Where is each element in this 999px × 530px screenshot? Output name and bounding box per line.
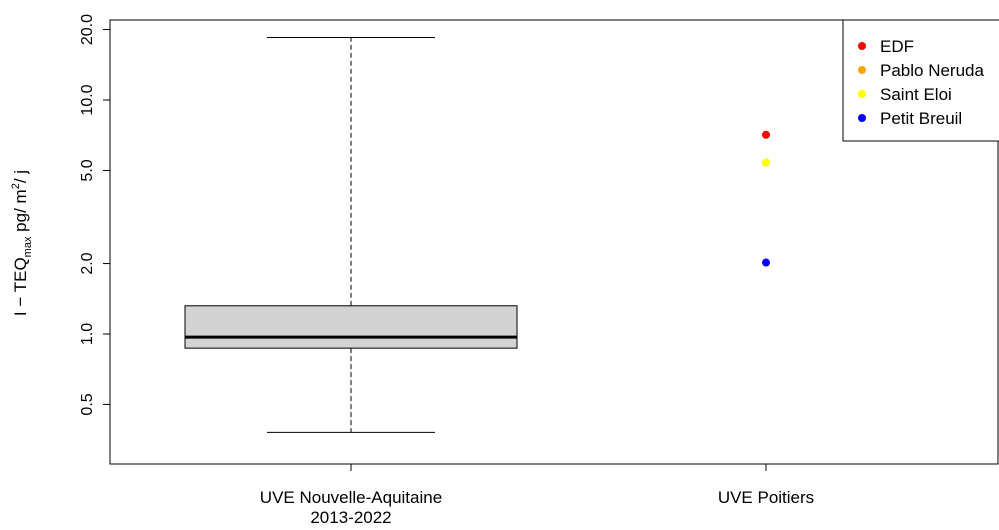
legend: EDF Pablo Neruda Saint Eloi Petit Breuil [842, 19, 999, 142]
y-tick-label: 0.5 [79, 393, 96, 415]
legend-marker [858, 42, 866, 50]
point-edf [762, 130, 770, 139]
legend-marker [858, 90, 866, 98]
plot-frame [109, 19, 999, 465]
legend-marker [858, 114, 866, 122]
point-petit-breuil [762, 258, 770, 267]
legend-label: EDF [880, 37, 914, 56]
point-saint-eloi [762, 158, 770, 167]
legend-label: Pablo Neruda [880, 61, 985, 80]
legend-marker [858, 66, 866, 74]
y-tick-label: 10.0 [79, 84, 96, 115]
boxplot [184, 36, 518, 433]
y-axis: 0.5 1.0 2.0 5.0 10.0 20.0 [79, 14, 110, 416]
y-axis-title: I − TEQmax pg/ m2/ j [10, 170, 34, 316]
plot-border [109, 19, 999, 465]
y-tick-label: 1.0 [79, 323, 96, 345]
y-tick-label: 5.0 [79, 159, 96, 181]
y-tick-label: 20.0 [79, 14, 96, 45]
points [762, 130, 770, 267]
x-category-label: 2013-2022 [310, 508, 391, 527]
y-tick-label: 2.0 [79, 252, 96, 274]
legend-label: Petit Breuil [880, 109, 962, 128]
legend-label: Saint Eloi [880, 85, 952, 104]
x-category-label: UVE Nouvelle-Aquitaine [260, 488, 442, 507]
x-category-label: UVE Poitiers [718, 488, 814, 507]
legend-box [842, 19, 999, 142]
iqr-box [184, 305, 518, 349]
